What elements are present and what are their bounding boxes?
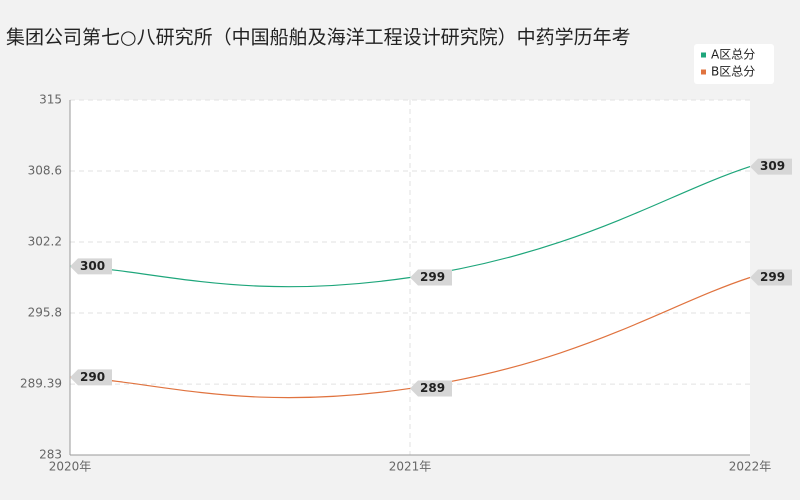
legend-marker: [701, 69, 706, 75]
chart-title: 集团公司第七○八研究所（中国船舶及海洋工程设计研究院）中药学历年考: [6, 27, 631, 49]
legend-marker: [701, 52, 706, 58]
legend: [694, 44, 774, 84]
y-tick-label: 308.6: [28, 164, 62, 178]
y-tick-label: 283: [39, 448, 62, 462]
legend-label: A区总分: [711, 48, 755, 62]
y-tick-label: 289.39: [20, 377, 62, 391]
data-label: 309: [760, 159, 785, 173]
data-label-tag: [750, 158, 792, 175]
legend-label: B区总分: [711, 65, 755, 79]
data-label: 299: [420, 270, 445, 284]
data-label-tag: [410, 380, 452, 397]
data-label: 299: [760, 270, 785, 284]
data-label-tag: [750, 269, 792, 286]
data-label: 300: [80, 259, 105, 273]
data-label: 290: [80, 370, 105, 384]
data-label: 289: [420, 381, 445, 395]
data-label-tag: [70, 369, 112, 386]
y-tick-label: 302.2: [28, 235, 62, 249]
x-tick-label: 2021年: [389, 460, 432, 474]
y-tick-label: 315: [39, 93, 62, 107]
x-tick-label: 2022年: [729, 460, 772, 474]
data-label-tag: [70, 258, 112, 275]
data-label-tag: [410, 269, 452, 286]
y-tick-label: 295.8: [28, 306, 62, 320]
x-tick-label: 2020年: [49, 460, 92, 474]
